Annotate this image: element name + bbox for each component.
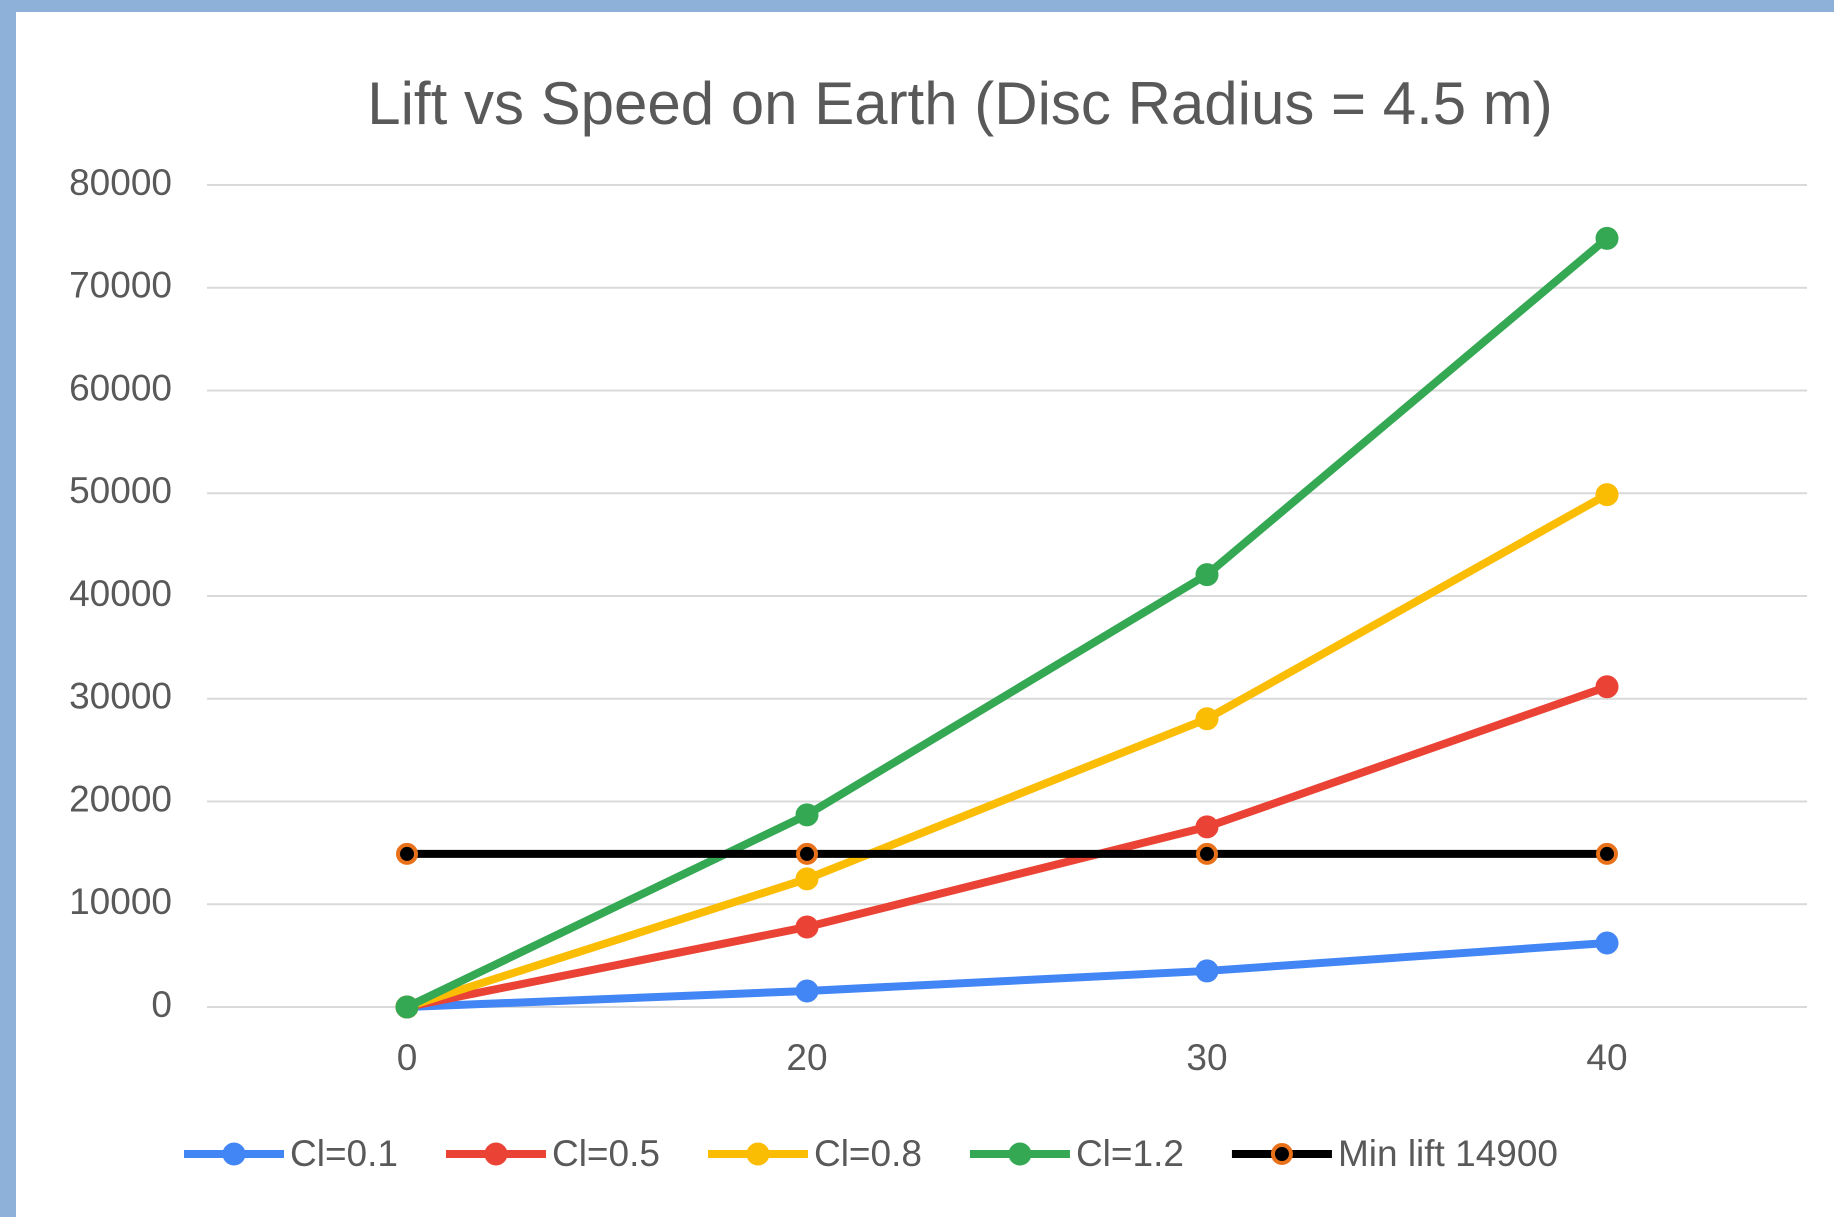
- series-line: [406, 938, 1608, 1011]
- y-tick-label: 20000: [69, 778, 172, 819]
- data-point: [1195, 815, 1219, 839]
- legend-label: Cl=1.2: [1076, 1133, 1184, 1174]
- x-tick-label: 0: [397, 1037, 418, 1078]
- x-tick-label: 30: [1186, 1037, 1227, 1078]
- legend-marker: [484, 1142, 508, 1166]
- data-point: [795, 867, 819, 891]
- y-tick-label: 0: [151, 984, 172, 1025]
- y-tick-label: 40000: [69, 573, 172, 614]
- y-tick-label: 70000: [69, 265, 172, 306]
- legend-label: Min lift 14900: [1338, 1133, 1558, 1174]
- data-point: [795, 979, 819, 1003]
- data-point: [795, 915, 819, 939]
- data-point: [795, 803, 819, 827]
- data-point: [396, 842, 418, 865]
- y-tick-label: 30000: [69, 676, 172, 717]
- legend-marker: [222, 1142, 246, 1166]
- data-point: [1595, 483, 1619, 507]
- y-tick-label: 80000: [69, 162, 172, 203]
- data-point: [1196, 842, 1218, 865]
- legend-label: Cl=0.8: [814, 1133, 922, 1174]
- y-tick-label: 10000: [69, 881, 172, 922]
- legend-marker: [1008, 1142, 1032, 1166]
- chart-title: Lift vs Speed on Earth (Disc Radius = 4.…: [367, 70, 1553, 137]
- x-tick-label: 40: [1586, 1037, 1627, 1078]
- data-point: [1595, 931, 1619, 955]
- data-point: [1195, 707, 1219, 731]
- series-line: [405, 235, 1610, 1011]
- data-point: [796, 842, 818, 865]
- legend-marker: [1270, 1143, 1293, 1165]
- data-point: [1195, 563, 1219, 587]
- legend-marker: [746, 1142, 770, 1166]
- data-point: [1596, 842, 1618, 865]
- data-point: [1595, 675, 1619, 699]
- data-point: [1195, 959, 1219, 983]
- legend-label: Cl=0.1: [290, 1133, 398, 1174]
- legend-item: Min lift 14900: [1231, 1133, 1558, 1174]
- data-point: [395, 995, 419, 1019]
- legend-label: Cl=0.5: [552, 1133, 660, 1174]
- legend-item: Cl=0.1: [184, 1133, 398, 1174]
- series-line: [406, 682, 1609, 1011]
- legend-item: Cl=1.2: [969, 1133, 1184, 1174]
- legend-item: Cl=0.8: [707, 1133, 922, 1174]
- legend-item: Cl=0.5: [445, 1133, 660, 1174]
- series-line: [405, 491, 1609, 1011]
- data-point: [1595, 226, 1619, 250]
- y-tick-label: 50000: [69, 470, 172, 511]
- x-tick-label: 20: [786, 1037, 827, 1078]
- chart-background: [16, 12, 1834, 1217]
- y-tick-label: 60000: [69, 367, 172, 408]
